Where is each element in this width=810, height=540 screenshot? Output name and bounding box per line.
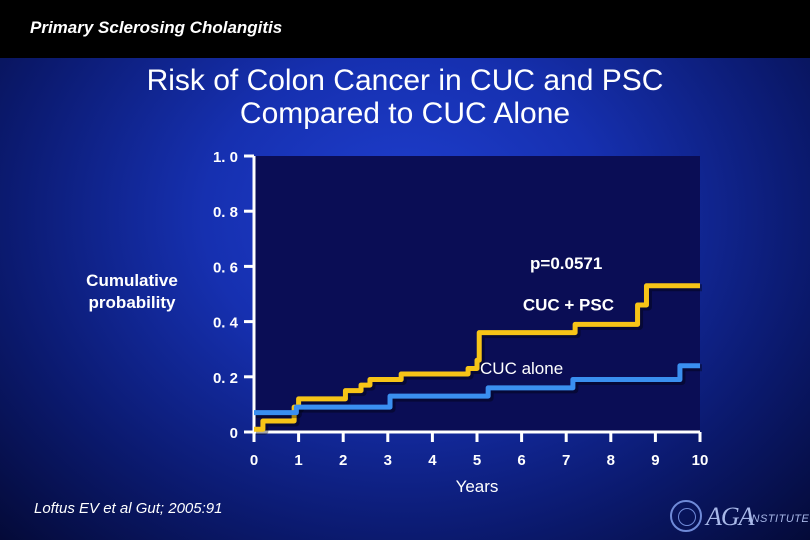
logo-text: AGA	[706, 502, 755, 531]
y-tick-label: 1. 0	[213, 149, 238, 166]
y-tick-label: 0. 6	[213, 259, 238, 276]
series-label-cuc-psc: CUC + PSC	[523, 295, 614, 314]
series-cuc-alone-line	[254, 363, 700, 416]
x-tick-label: 7	[562, 452, 570, 469]
y-axis-label-line2: probability	[88, 293, 176, 312]
seal-icon	[670, 500, 702, 532]
x-tick-label: 8	[607, 452, 615, 469]
slide-title-line1: Risk of Colon Cancer in CUC and PSC	[146, 64, 664, 97]
x-tick-label: 2	[339, 452, 347, 469]
x-tick-label: 6	[517, 452, 525, 469]
series-label-cuc-alone: CUC alone	[480, 359, 563, 378]
x-tick-label: 10	[692, 452, 709, 469]
citation: Loftus EV et al Gut; 2005:91	[34, 500, 223, 517]
x-axis-label: Years	[456, 477, 499, 496]
section-title: Primary Sclerosing Cholangitis	[30, 18, 283, 37]
x-tick-label: 4	[428, 452, 437, 469]
x-tick-label: 0	[250, 452, 258, 469]
y-tick-label: 0	[230, 425, 238, 442]
aga-institute-logo: AGA INSTITUTE	[670, 500, 810, 536]
x-tick-label: 3	[384, 452, 392, 469]
y-axis-label-line1: Cumulative	[86, 271, 178, 290]
slide-title-line2: Compared to CUC Alone	[239, 97, 571, 130]
y-tick-label: 0. 4	[213, 315, 239, 332]
plot-area	[254, 156, 700, 432]
header-bar	[0, 0, 810, 58]
x-tick-label: 5	[473, 452, 481, 469]
y-axis-label: Cumulative probability	[72, 270, 192, 314]
y-tick-label: 0. 8	[213, 204, 238, 221]
p-value-annotation: p=0.0571	[530, 254, 602, 273]
x-tick-label: 1	[294, 452, 302, 469]
logo-suffix: INSTITUTE	[748, 513, 810, 525]
x-tick-label: 9	[651, 452, 659, 469]
y-tick-label: 0. 2	[213, 370, 238, 387]
